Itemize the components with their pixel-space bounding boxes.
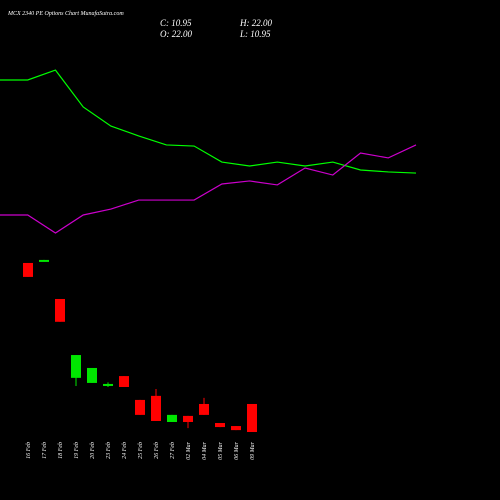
indicator-line (0, 69, 417, 174)
candle-body (87, 367, 97, 383)
x-tick-label: 06 Mar (234, 441, 240, 459)
candle-body (231, 426, 241, 431)
x-tick-label: 27 Feb (170, 442, 176, 459)
x-tick-label: 26 Feb (154, 442, 160, 459)
x-tick-label: 17 Feb (42, 442, 48, 459)
x-tick-label: 05 Mar (218, 441, 224, 459)
x-tick-label: 09 Mar (250, 441, 256, 459)
x-tick-label: 18 Feb (58, 442, 64, 459)
indicator-line (0, 144, 417, 234)
candle-body (23, 262, 33, 277)
candle-body (55, 298, 65, 322)
candle-body (167, 414, 177, 422)
x-tick-label: 20 Feb (90, 442, 96, 459)
candle-body (103, 383, 113, 386)
chart-title: MCX 2340 PE Options Chart MunafaSutra.co… (7, 10, 124, 17)
candle-body (215, 423, 225, 428)
x-tick-label: 04 Mar (201, 441, 208, 459)
candle-body (199, 403, 209, 415)
candle-body (71, 355, 81, 378)
ohlc-label: L: 10.95 (239, 29, 271, 39)
x-tick-label: 02 Mar (186, 441, 192, 459)
ohlc-label: H: 22.00 (239, 18, 272, 28)
candle-body (119, 376, 129, 387)
x-tick-label: 19 Feb (74, 442, 80, 459)
x-tick-label: 24 Feb (121, 442, 128, 459)
candle-body (135, 399, 145, 415)
x-tick-label: 25 Feb (138, 442, 144, 459)
x-tick-label: 23 Feb (106, 442, 112, 459)
candle-body (151, 395, 161, 421)
candle-body (39, 259, 49, 262)
ohlc-label: O: 22.00 (160, 29, 192, 39)
ohlc-label: C: 10.95 (160, 18, 192, 28)
x-tick-label: 16 Feb (26, 442, 32, 459)
candle-body (183, 415, 193, 422)
candle-body (247, 403, 257, 433)
